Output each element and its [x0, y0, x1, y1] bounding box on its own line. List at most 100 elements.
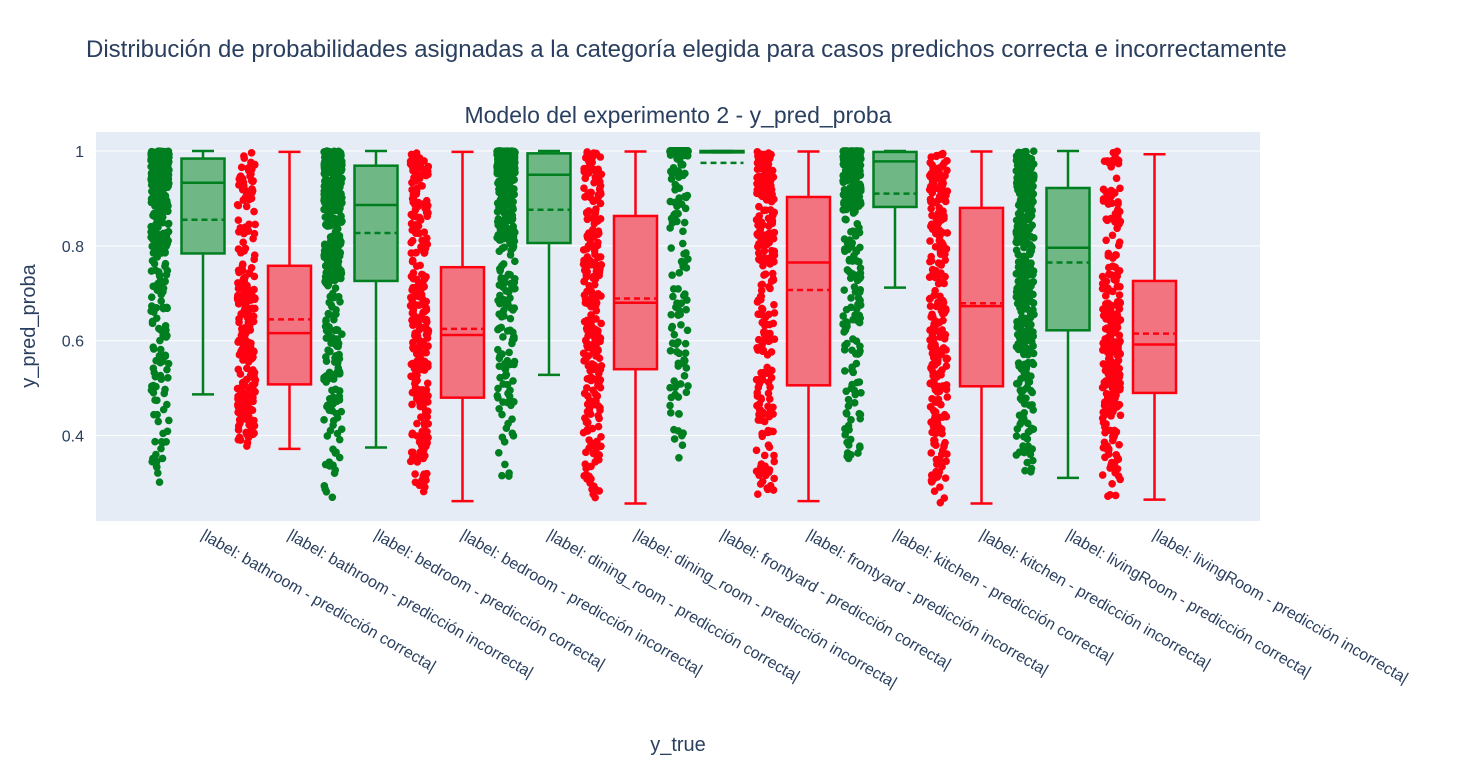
- data-point: [840, 147, 849, 156]
- data-point: [938, 228, 947, 237]
- data-point: [501, 365, 510, 374]
- data-point: [1026, 270, 1034, 279]
- data-point: [1020, 319, 1029, 327]
- data-point: [841, 326, 850, 334]
- data-point: [1109, 407, 1117, 416]
- data-point: [683, 326, 692, 335]
- data-point: [596, 185, 604, 193]
- data-point: [766, 151, 775, 160]
- data-point: [848, 270, 857, 278]
- data-point: [1104, 252, 1113, 260]
- data-point: [1020, 221, 1029, 230]
- data-point: [591, 209, 599, 218]
- data-point: [597, 361, 606, 370]
- data-point: [236, 172, 245, 180]
- data-point: [329, 416, 338, 425]
- data-point: [770, 335, 779, 343]
- data-point: [763, 188, 772, 197]
- data-point: [584, 207, 593, 215]
- data-point: [409, 453, 417, 462]
- data-point: [163, 427, 172, 436]
- data-point: [250, 368, 259, 377]
- data-point: [770, 451, 778, 460]
- data-point: [848, 257, 857, 265]
- data-point: [1026, 250, 1034, 259]
- data-point: [850, 399, 859, 407]
- data-point: [597, 292, 605, 300]
- data-point: [322, 279, 330, 288]
- data-point: [759, 347, 767, 356]
- data-point: [936, 292, 944, 301]
- data-point: [1014, 339, 1023, 348]
- data-point: [237, 248, 245, 257]
- data-point: [158, 213, 167, 221]
- data-point: [498, 471, 506, 480]
- data-point: [1114, 156, 1123, 165]
- data-point: [337, 407, 346, 416]
- data-point: [846, 236, 854, 244]
- data-point: [764, 237, 773, 246]
- data-point: [505, 469, 513, 477]
- data-point: [498, 410, 506, 419]
- data-point: [234, 227, 243, 236]
- data-point: [150, 209, 158, 218]
- data-point: [1021, 466, 1029, 475]
- data-point: [762, 195, 771, 204]
- data-point: [770, 474, 779, 483]
- data-point: [927, 169, 936, 178]
- data-point: [422, 386, 431, 394]
- data-point: [770, 300, 778, 309]
- data-point: [242, 282, 250, 291]
- data-point: [1103, 324, 1111, 333]
- data-point: [326, 193, 334, 202]
- data-point: [856, 410, 865, 419]
- data-point: [157, 437, 166, 446]
- box-iqr: [180, 157, 226, 255]
- data-point: [926, 294, 935, 303]
- data-point: [1113, 454, 1122, 462]
- data-point: [323, 401, 332, 409]
- data-point: [934, 356, 942, 364]
- data-point: [757, 281, 766, 289]
- data-point: [1100, 343, 1108, 352]
- data-point: [242, 428, 250, 437]
- data-point: [594, 422, 603, 431]
- data-point: [594, 168, 602, 176]
- data-point: [336, 297, 344, 306]
- data-point: [328, 406, 337, 415]
- data-point: [1102, 236, 1110, 245]
- data-point: [1029, 456, 1037, 465]
- data-point: [1113, 465, 1122, 473]
- data-point: [417, 413, 425, 421]
- data-point: [493, 233, 501, 242]
- data-point: [506, 294, 514, 302]
- data-point: [1107, 186, 1116, 195]
- data-point: [1024, 351, 1032, 359]
- data-point: [1016, 386, 1025, 395]
- data-point: [325, 310, 334, 319]
- x-axis-title: y_true: [650, 734, 706, 756]
- data-point: [337, 274, 345, 283]
- data-point: [338, 330, 346, 338]
- data-point: [1017, 263, 1026, 272]
- data-point: [579, 349, 588, 358]
- data-point: [1116, 184, 1124, 193]
- data-point: [504, 419, 512, 428]
- data-point: [249, 312, 258, 321]
- data-point: [326, 426, 335, 435]
- data-point: [935, 203, 943, 212]
- data-point: [681, 204, 690, 213]
- data-point: [159, 287, 167, 296]
- data-point: [579, 246, 588, 254]
- data-point: [250, 388, 259, 396]
- data-point: [927, 478, 936, 486]
- data-point: [1111, 209, 1120, 218]
- box-plots: [180, 149, 1178, 505]
- data-point: [1016, 329, 1025, 338]
- data-point: [1113, 272, 1122, 281]
- data-point: [770, 457, 779, 466]
- data-point: [1113, 323, 1122, 332]
- data-point: [938, 278, 947, 287]
- data-point: [238, 346, 247, 355]
- data-point: [847, 384, 856, 393]
